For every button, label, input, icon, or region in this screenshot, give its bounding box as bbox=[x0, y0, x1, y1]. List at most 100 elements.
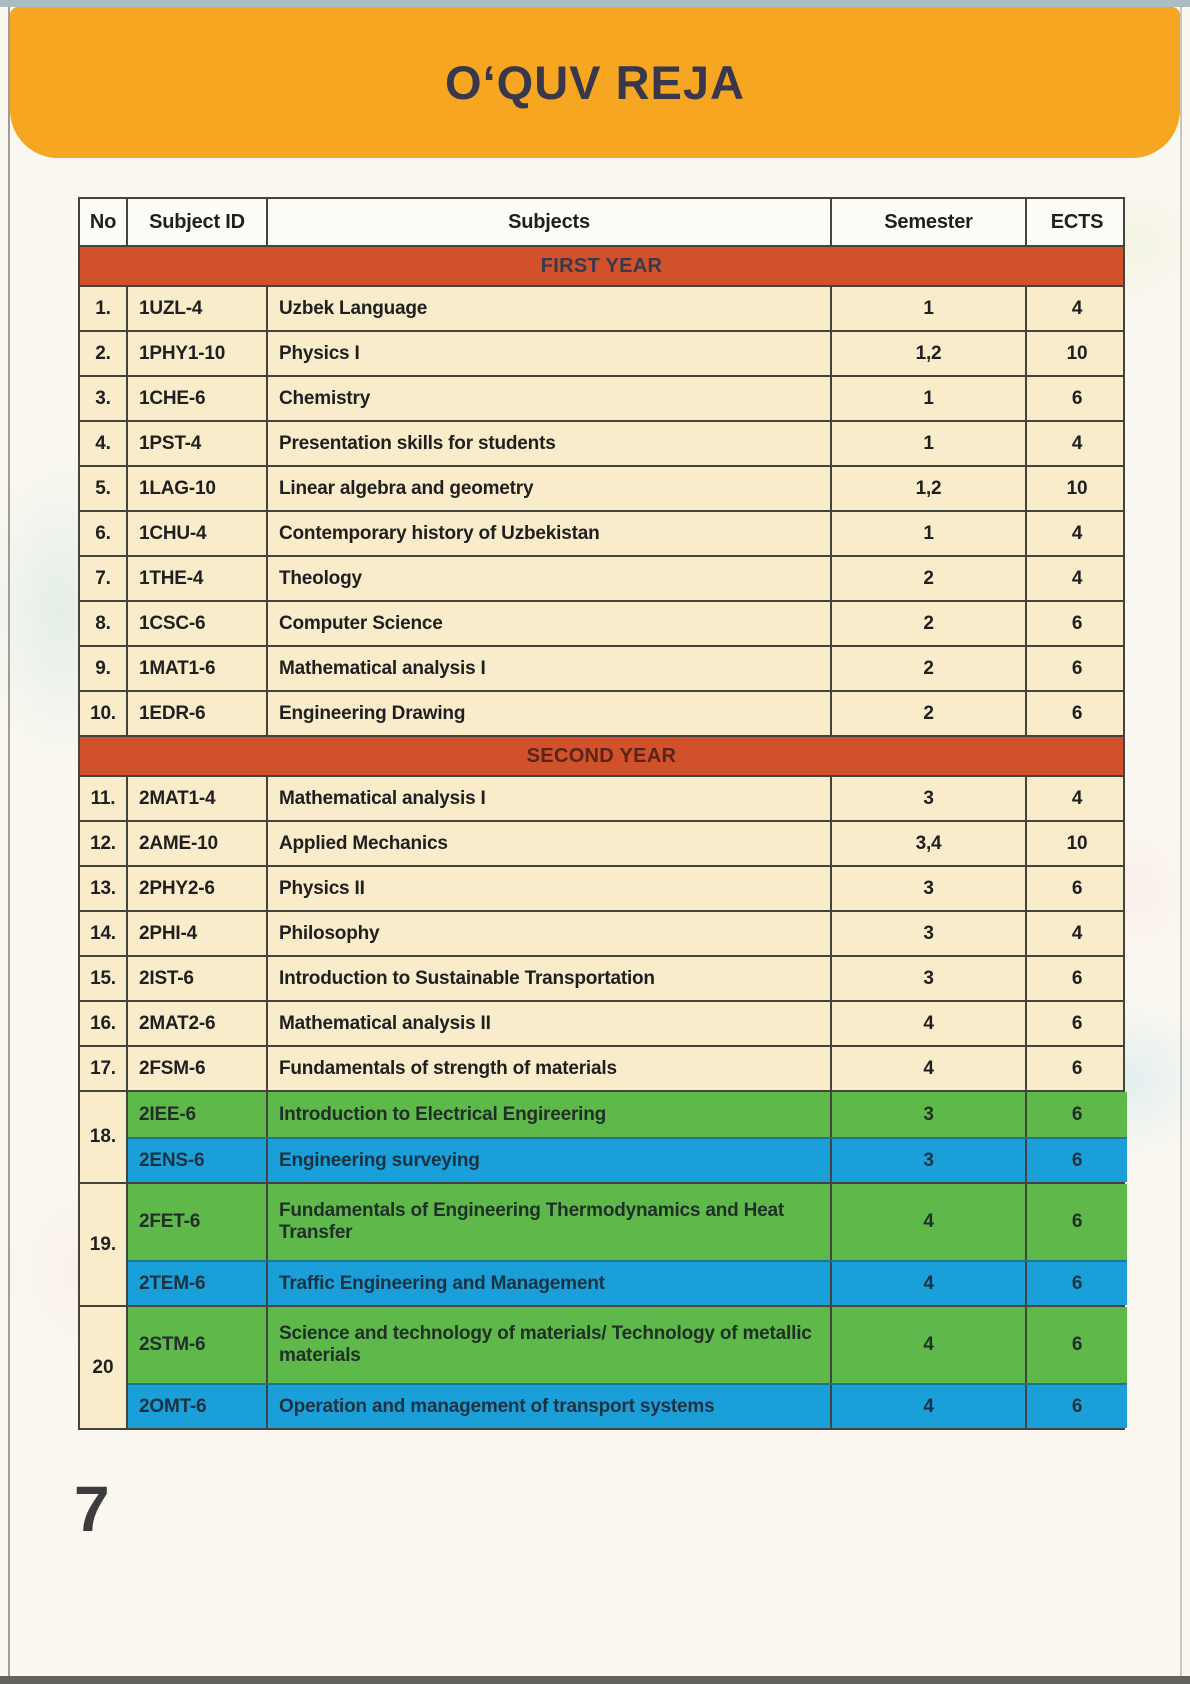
cell-semester: 3 bbox=[832, 777, 1027, 820]
table-row-highlight-green: 2IEE-6 Introduction to Electrical Engire… bbox=[128, 1092, 1127, 1137]
curriculum-table: No Subject ID Subjects Semester ECTS FIR… bbox=[78, 197, 1127, 1430]
cell-ects: 6 bbox=[1071, 877, 1083, 899]
table-row: 13. 2PHY2-6 Physics II 3 6 bbox=[80, 867, 1123, 912]
cell-semester: 3 bbox=[832, 912, 1027, 955]
cell-subject-id: 1MAT1-6 bbox=[128, 647, 268, 690]
cell-semester: 1 bbox=[832, 377, 1027, 420]
cell-subject: Philosophy bbox=[268, 912, 832, 955]
table-row: 17. 2FSM-6 Fundamentals of strength of m… bbox=[80, 1047, 1123, 1092]
cell-subject: Science and technology of materials/ Tec… bbox=[268, 1307, 832, 1383]
table-row-group-18: 18. 2IEE-6 Introduction to Electrical En… bbox=[80, 1092, 1127, 1184]
bottom-edge-strip bbox=[0, 1676, 1190, 1684]
cell-ects: 6 bbox=[1071, 967, 1083, 989]
cell-subject-id: 2OMT-6 bbox=[128, 1385, 268, 1428]
cell-subject-id: 1LAG-10 bbox=[128, 467, 268, 510]
cell-ects: 4 bbox=[1071, 297, 1083, 319]
cell-ects: 4 bbox=[1071, 522, 1083, 544]
cell-ects: 4 bbox=[1071, 432, 1083, 454]
cell-subject-id: 2STM-6 bbox=[128, 1307, 268, 1383]
cell-subject-id: 1CHE-6 bbox=[128, 377, 268, 420]
cell-subject: Operation and management of transport sy… bbox=[268, 1385, 832, 1428]
table-header-row: No Subject ID Subjects Semester ECTS bbox=[80, 199, 1123, 247]
page-left-edge bbox=[8, 7, 10, 1676]
cell-subject: Uzbek Language bbox=[268, 287, 832, 330]
header-ects: ECTS bbox=[1050, 210, 1104, 233]
table-row: 12. 2AME-10 Applied Mechanics 3,4 10 bbox=[80, 822, 1123, 867]
page-right-edge bbox=[1180, 7, 1182, 1676]
cell-no: 18. bbox=[80, 1092, 128, 1182]
cell-subject: Computer Science bbox=[268, 602, 832, 645]
cell-ects: 6 bbox=[1071, 1012, 1083, 1034]
cell-subject-id: 2IEE-6 bbox=[128, 1092, 268, 1137]
cell-subject-id: 1PHY1-10 bbox=[128, 332, 268, 375]
cell-ects: 6 bbox=[1071, 387, 1083, 409]
cell-ects: 4 bbox=[1071, 567, 1083, 589]
cell-subject-id: 1UZL-4 bbox=[128, 287, 268, 330]
header-subjects: Subjects bbox=[268, 199, 832, 245]
cell-semester: 1 bbox=[832, 422, 1027, 465]
cell-semester: 3 bbox=[832, 1139, 1027, 1182]
cell-no: 2. bbox=[80, 332, 128, 375]
cell-no: 6. bbox=[80, 512, 128, 555]
cell-no: 20 bbox=[80, 1307, 128, 1428]
cell-ects: 6 bbox=[1071, 1395, 1083, 1417]
cell-subject-id: 2FET-6 bbox=[128, 1184, 268, 1260]
cell-no: 5. bbox=[80, 467, 128, 510]
cell-subject-id: 1CSC-6 bbox=[128, 602, 268, 645]
header-no: No bbox=[80, 199, 128, 245]
cell-semester: 4 bbox=[832, 1002, 1027, 1045]
cell-semester: 4 bbox=[832, 1262, 1027, 1305]
cell-ects: 6 bbox=[1071, 1149, 1083, 1171]
cell-subject-id: 1CHU-4 bbox=[128, 512, 268, 555]
page-number: 7 bbox=[74, 1473, 110, 1545]
table-row-highlight-green: 2STM-6 Science and technology of materia… bbox=[128, 1307, 1127, 1383]
cell-subject-id: 2MAT2-6 bbox=[128, 1002, 268, 1045]
cell-no: 8. bbox=[80, 602, 128, 645]
cell-no: 4. bbox=[80, 422, 128, 465]
cell-no: 16. bbox=[80, 1002, 128, 1045]
cell-semester: 4 bbox=[832, 1385, 1027, 1428]
cell-subject: Introduction to Electrical Engireering bbox=[268, 1092, 832, 1137]
header-subject-id: Subject ID bbox=[128, 199, 268, 245]
table-row: 4. 1PST-4 Presentation skills for studen… bbox=[80, 422, 1123, 467]
table-row-group-20: 20 2STM-6 Science and technology of mate… bbox=[80, 1307, 1127, 1428]
cell-subject: Chemistry bbox=[268, 377, 832, 420]
cell-semester: 3 bbox=[832, 957, 1027, 1000]
cell-subject: Mathematical analysis II bbox=[268, 1002, 832, 1045]
cell-ects: 4 bbox=[1071, 787, 1083, 809]
cell-semester: 1,2 bbox=[832, 467, 1027, 510]
table-row: 1. 1UZL-4 Uzbek Language 1 4 bbox=[80, 287, 1123, 332]
cell-subject: Mathematical analysis I bbox=[268, 647, 832, 690]
cell-no: 1. bbox=[80, 287, 128, 330]
cell-ects: 6 bbox=[1071, 657, 1083, 679]
cell-no: 7. bbox=[80, 557, 128, 600]
cell-ects: 10 bbox=[1066, 342, 1088, 364]
cell-subject: Fundamentals of strength of materials bbox=[268, 1047, 832, 1090]
section-label: SECOND YEAR bbox=[526, 744, 677, 767]
cell-no: 10. bbox=[80, 692, 128, 735]
cell-subject: Physics I bbox=[268, 332, 832, 375]
section-band-first-year: FIRST YEAR bbox=[80, 247, 1123, 287]
cell-subject-id: 2TEM-6 bbox=[128, 1262, 268, 1305]
table-row-highlight-blue: 2OMT-6 Operation and management of trans… bbox=[128, 1383, 1127, 1428]
table-row: 2. 1PHY1-10 Physics I 1,2 10 bbox=[80, 332, 1123, 377]
cell-semester: 3 bbox=[832, 1092, 1027, 1137]
cell-ects: 10 bbox=[1066, 477, 1088, 499]
table-row-group-19: 19. 2FET-6 Fundamentals of Engineering T… bbox=[80, 1184, 1127, 1307]
top-edge-strip bbox=[0, 0, 1190, 7]
cell-subject-id: 2MAT1-4 bbox=[128, 777, 268, 820]
cell-semester: 2 bbox=[832, 602, 1027, 645]
cell-subject-id: 2PHI-4 bbox=[128, 912, 268, 955]
cell-ects: 6 bbox=[1071, 1334, 1083, 1356]
cell-subject-id: 2AME-10 bbox=[128, 822, 268, 865]
cell-ects: 6 bbox=[1071, 1057, 1083, 1079]
table-row: 10. 1EDR-6 Engineering Drawing 2 6 bbox=[80, 692, 1123, 737]
cell-semester: 4 bbox=[832, 1047, 1027, 1090]
cell-subject-id: 2IST-6 bbox=[128, 957, 268, 1000]
cell-subject: Presentation skills for students bbox=[268, 422, 832, 465]
cell-semester: 2 bbox=[832, 692, 1027, 735]
cell-semester: 4 bbox=[832, 1307, 1027, 1383]
table-row: 14. 2PHI-4 Philosophy 3 4 bbox=[80, 912, 1123, 957]
table-row: 5. 1LAG-10 Linear algebra and geometry 1… bbox=[80, 467, 1123, 512]
cell-no: 9. bbox=[80, 647, 128, 690]
